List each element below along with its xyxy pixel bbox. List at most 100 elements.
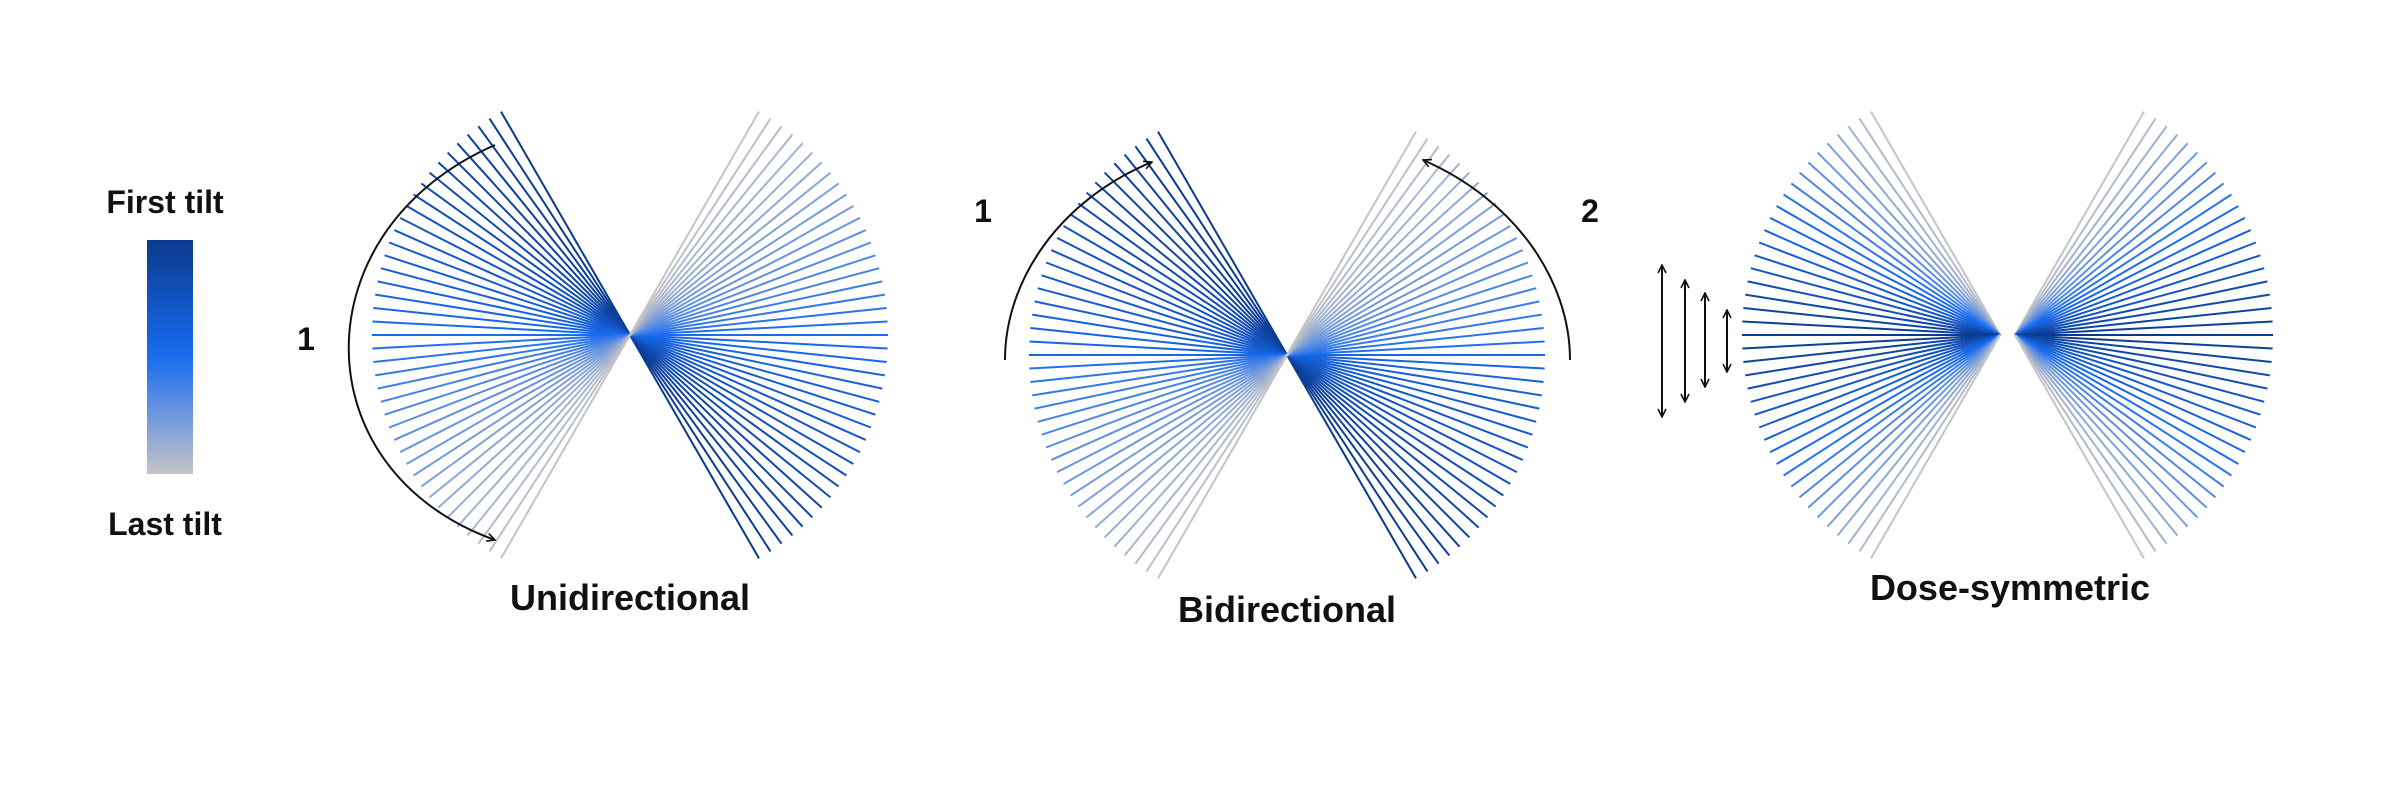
tilt-ray-right (2014, 334, 2246, 453)
tilt-ray-left (1063, 225, 1288, 356)
legend-first-tilt-label: First tilt (106, 184, 224, 220)
tilt-ray-right (2014, 334, 2179, 537)
tilt-ray-left (1783, 334, 2001, 477)
tilt-ray-left (1077, 202, 1288, 356)
tilt-ray-right (1286, 213, 1504, 356)
tilt-ray-left (1085, 191, 1288, 356)
tilt-ray-left (377, 334, 631, 390)
tilt-ray-left (456, 142, 631, 336)
tilt-ray-left (1113, 162, 1288, 356)
tilt-ray-left (1870, 334, 2001, 559)
bidirectional-arrow-2-icon (1423, 160, 1571, 361)
tilt-ray-left (477, 125, 631, 336)
bidirectional-step-label-2: 2 (1581, 193, 1599, 229)
tilt-ray-left (1123, 153, 1288, 356)
tilt-ray-left (1050, 354, 1288, 461)
tilt-ray-right (629, 142, 804, 336)
tilt-ray-left (1743, 307, 2001, 336)
tilt-ray-left (1045, 261, 1288, 356)
tilt-ray-left (1103, 354, 1288, 539)
tilt-ray-right (629, 293, 885, 336)
tilt-ray-right (2014, 334, 2239, 465)
tilt-ray-right (629, 118, 772, 336)
bidirectional-caption: Bidirectional (1178, 589, 1396, 630)
tilt-ray-left (456, 334, 631, 528)
tilt-ray-right (1286, 225, 1511, 356)
tilt-ray-left (1032, 354, 1288, 397)
tilt-ray-right (1286, 287, 1537, 356)
tilt-ray-left (1747, 334, 2001, 390)
tilt-ray-right (629, 217, 861, 336)
tilt-ray-right (629, 205, 854, 336)
tilt-ray-left (1870, 111, 2001, 336)
tilt-ray-right (629, 334, 814, 519)
tilt-ray-left (1041, 274, 1288, 356)
tilt-ray-left (1045, 354, 1288, 449)
tilt-ray-left (1070, 213, 1288, 356)
tilt-ray-right (2014, 334, 2261, 416)
legend-gradient-bar (147, 240, 193, 474)
tilt-ray-right (1286, 138, 1429, 356)
tilt-ray-left (1798, 171, 2001, 336)
tilt-ray-left (1790, 334, 2001, 488)
tilt-ray-right (1286, 354, 1540, 410)
tilt-ray-left (1134, 354, 1288, 565)
tilt-ray-left (1754, 334, 2001, 416)
tilt-ray-left (1743, 334, 2001, 363)
tilt-ray-left (375, 334, 631, 377)
tilt-ray-left (1742, 334, 2001, 350)
tilt-ray-left (1826, 334, 2001, 528)
tilt-ray-left (372, 334, 631, 350)
tilt-ray-left (1113, 354, 1288, 548)
tilt-ray-right (1286, 171, 1471, 356)
tilt-ray-right (2014, 118, 2157, 336)
tilt-ray-left (1769, 217, 2001, 336)
tilt-ray-right (2014, 334, 2168, 545)
dose-symmetric-sequence (1662, 265, 1727, 417)
tilt-ray-right (1286, 354, 1480, 529)
tilt-ray-left (399, 217, 631, 336)
tilt-ray-right (2014, 280, 2268, 336)
tilt-ray-right (1286, 181, 1480, 356)
tilt-ray-right (629, 193, 847, 336)
tilt-ray-left (393, 229, 631, 336)
tilt-ray-right (1286, 354, 1440, 565)
tilt-ray-right (1286, 354, 1537, 423)
dose-symmetric-caption: Dose-symmetric (1870, 567, 2150, 608)
tilt-ray-left (1134, 145, 1288, 356)
tilt-ray-left (373, 334, 631, 363)
tilt-ray-right (629, 307, 887, 336)
tilt-ray-left (413, 193, 631, 336)
tilt-ray-left (500, 334, 631, 559)
tilt-ray-right (2014, 320, 2273, 336)
tilt-ray-right (1286, 249, 1524, 356)
tilt-ray-right (2014, 193, 2232, 336)
tilt-ray-left (1029, 354, 1288, 370)
tilt-ray-left (1763, 334, 2001, 441)
tilt-ray-left (428, 334, 631, 499)
bidirectional-fan (1029, 131, 1545, 579)
tilt-ray-right (2014, 171, 2217, 336)
tilt-ray-right (2014, 334, 2189, 528)
tilt-ray-right (629, 334, 804, 528)
tilt-ray-right (629, 171, 832, 336)
tilt-ray-right (1286, 354, 1429, 572)
tilt-ray-right (1286, 300, 1540, 356)
tilt-ray-right (2014, 182, 2225, 336)
tilt-ray-right (1286, 354, 1461, 548)
tilt-ray-left (1034, 354, 1288, 410)
tilt-ray-right (2014, 111, 2145, 336)
tilt-ray-right (2014, 334, 2225, 488)
tilt-ray-right (629, 334, 847, 477)
tilt-ray-right (1286, 327, 1544, 356)
tilt-ray-right (2014, 334, 2145, 559)
tilt-ray-left (1030, 354, 1288, 383)
tilt-ray-left (1790, 182, 2001, 336)
tilt-ray-left (1050, 249, 1288, 356)
tilt-ray-right (2014, 334, 2257, 429)
tilt-ray-left (1157, 131, 1288, 356)
tilt-ray-left (1123, 354, 1288, 557)
tilt-ray-left (1145, 354, 1288, 572)
tilt-ray-left (1798, 334, 2001, 499)
tilt-ray-left (1037, 354, 1288, 423)
